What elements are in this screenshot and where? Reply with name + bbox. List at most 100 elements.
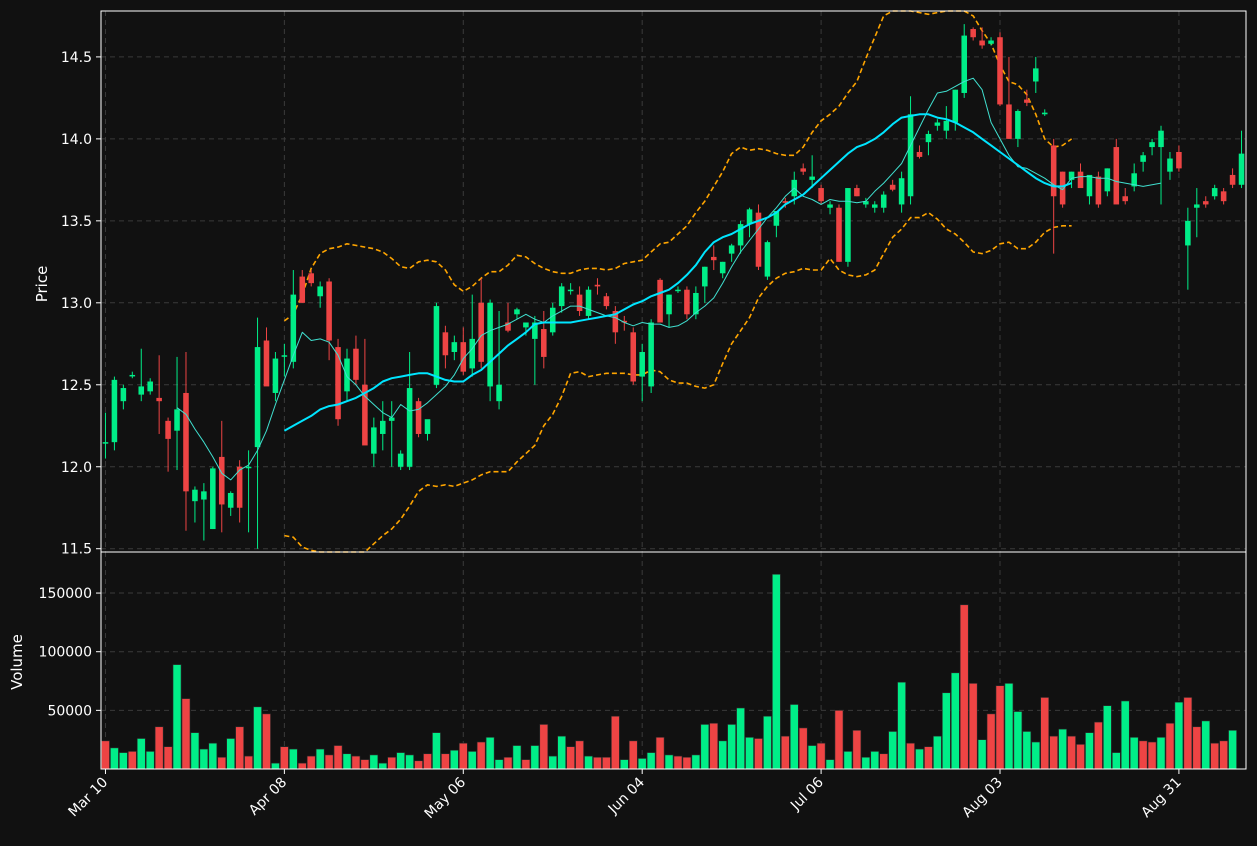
volume-panel-frame	[100, 551, 1247, 770]
candle	[907, 96, 914, 205]
volume-bar	[816, 742, 826, 770]
candle	[1077, 163, 1084, 189]
candle	[254, 317, 261, 549]
volume-bar	[521, 759, 531, 770]
candle	[1149, 138, 1155, 156]
candle-body	[406, 388, 413, 467]
volume-bar	[450, 749, 459, 770]
candle-body	[916, 151, 923, 157]
candle-body	[576, 294, 583, 312]
candle-body	[594, 284, 601, 287]
candle-body	[657, 279, 663, 323]
candle-body	[1158, 130, 1164, 148]
volume-bar	[968, 683, 978, 770]
candle	[710, 245, 717, 271]
volume-bar	[995, 685, 1005, 770]
volume-bar	[843, 751, 853, 770]
candle	[603, 292, 610, 310]
price-tick-label: 13.0	[61, 296, 92, 312]
volume-bar	[682, 756, 692, 770]
candle-body	[460, 342, 467, 372]
volume-bar	[512, 745, 522, 770]
candle	[308, 270, 314, 287]
candle	[675, 286, 681, 293]
volume-tick-label: 50000	[47, 703, 92, 719]
candle-body	[773, 211, 780, 226]
candle-body	[889, 184, 896, 190]
price-tick-label: 14.5	[61, 50, 92, 66]
candle	[532, 315, 538, 385]
volume-bar	[798, 727, 808, 770]
candle	[576, 286, 583, 316]
volume-bar	[333, 745, 343, 770]
candle-body	[371, 427, 377, 454]
candle-body	[549, 307, 556, 333]
candle-body	[567, 289, 574, 292]
candle	[1176, 145, 1182, 172]
volume-bar	[387, 756, 397, 770]
candle-body	[907, 114, 914, 197]
volume-bar	[226, 738, 236, 770]
candle	[1086, 174, 1093, 205]
volume-bar	[924, 746, 933, 770]
volume-bar	[119, 752, 128, 770]
candle	[102, 412, 109, 459]
candle-body	[1041, 112, 1048, 115]
candle	[380, 401, 386, 451]
volume-bar	[530, 745, 540, 770]
candle	[478, 278, 484, 369]
volume-bar	[369, 754, 379, 770]
candle	[397, 450, 404, 471]
candle	[1024, 89, 1030, 107]
candle-body	[380, 420, 386, 434]
volume-bar	[458, 742, 468, 770]
candle-body	[210, 468, 216, 530]
candle-body	[1024, 99, 1030, 103]
candle-body	[1238, 153, 1245, 185]
candle	[1006, 56, 1012, 139]
volume-bar	[378, 762, 388, 770]
candle	[1095, 171, 1102, 208]
volume-bar	[700, 724, 710, 770]
candle-body	[218, 456, 225, 505]
candle	[1158, 125, 1164, 205]
volume-bar	[342, 753, 352, 770]
candle	[898, 171, 905, 213]
candle	[388, 401, 395, 467]
volume-bar	[575, 740, 584, 770]
volume-bar	[297, 762, 307, 770]
candle	[156, 355, 162, 434]
candle-body	[424, 419, 431, 434]
candle	[281, 343, 288, 377]
price-axis-label: Price	[33, 266, 51, 303]
volume-bar	[244, 755, 253, 770]
volume-bar	[253, 706, 262, 770]
volume-bar	[1165, 722, 1175, 770]
candle	[1211, 184, 1218, 200]
volume-bar	[1210, 742, 1220, 770]
candle	[371, 417, 377, 467]
candle-body	[469, 338, 476, 369]
candlesticks	[102, 24, 1245, 549]
candle	[818, 184, 824, 205]
volume-bar	[1111, 752, 1121, 770]
candle	[415, 397, 422, 438]
candle	[272, 351, 279, 402]
candle	[961, 24, 967, 98]
volume-bar	[1085, 732, 1094, 770]
candle-body	[451, 342, 458, 352]
candle	[612, 306, 619, 344]
candle-body	[1068, 171, 1075, 180]
volume-bar	[181, 698, 191, 770]
candle-body	[961, 35, 967, 93]
candle	[120, 384, 127, 410]
candle	[997, 32, 1003, 107]
volume-bar	[1049, 735, 1059, 770]
candle	[1113, 138, 1120, 205]
candle-body	[1202, 201, 1209, 205]
candle	[639, 343, 645, 402]
candle	[871, 201, 878, 213]
candle-body	[174, 409, 180, 431]
candle	[505, 302, 511, 333]
volume-bar	[807, 745, 817, 770]
